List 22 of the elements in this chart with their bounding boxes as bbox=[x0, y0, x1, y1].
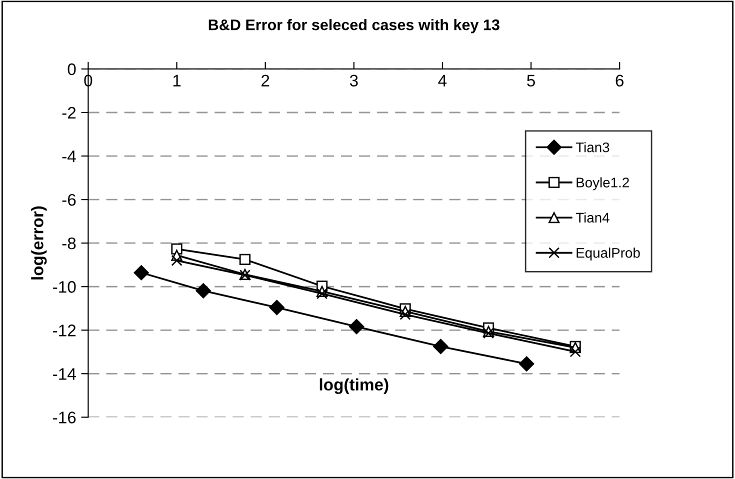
x-tick-label: 5 bbox=[527, 74, 535, 87]
y-tick-label: -8 bbox=[62, 237, 76, 250]
y-tick-label: -2 bbox=[62, 106, 76, 119]
chart-title: B&D Error for seleced cases with key 13 bbox=[208, 19, 500, 34]
x-tick-label: 2 bbox=[262, 74, 270, 86]
y-axis-title: log(error) bbox=[31, 206, 47, 280]
y-tick-label: 0 bbox=[68, 63, 76, 76]
y-tick-label: -16 bbox=[53, 412, 76, 424]
x-tick-label: 1 bbox=[173, 74, 181, 86]
y-tick-label: -14 bbox=[53, 368, 76, 380]
x-tick-label: 4 bbox=[438, 74, 447, 86]
y-tick-label: -10 bbox=[53, 281, 76, 293]
x-tick-label: 3 bbox=[350, 74, 358, 87]
y-tick-label: -4 bbox=[62, 150, 76, 162]
x-tick-label: 6 bbox=[616, 74, 624, 87]
x-axis-title: log(time) bbox=[320, 378, 388, 394]
legend-label: EqualProb bbox=[576, 248, 640, 261]
y-tick-label: -12 bbox=[53, 324, 76, 336]
y-tick-label: -6 bbox=[62, 194, 76, 206]
legend-label: Tian4 bbox=[576, 212, 610, 223]
legend-label: Tian3 bbox=[576, 142, 610, 152]
legend-label: Boyle1.2 bbox=[576, 177, 629, 190]
